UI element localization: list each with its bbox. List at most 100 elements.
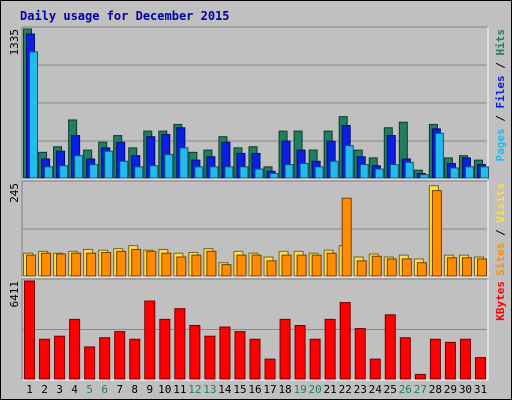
bar-pages-day-16: Pages 16: 80	[254, 168, 264, 179]
bar-sites-day-25: Sites 25: 45	[386, 258, 397, 277]
bar-pages-day-9: Pages 9: 110	[149, 165, 159, 179]
bar-kbytes-day-25: KBytes 25: 4200	[384, 314, 396, 380]
bar-sites-day-1: Sites 1: 55	[26, 254, 37, 277]
legend-separator: /	[494, 223, 507, 243]
bar-sites-day-18: Sites 18: 55	[281, 254, 292, 277]
bar-kbytes-day-23: KBytes 23: 3300	[354, 328, 366, 380]
bar-pages-day-2: Pages 2: 100	[44, 166, 54, 179]
x-tick-day-27: 27	[414, 383, 427, 396]
bar-kbytes-day-24: KBytes 24: 1300	[369, 358, 381, 380]
x-tick-day-24: 24	[369, 383, 383, 396]
x-tick-day-31: 31	[474, 383, 487, 396]
legend-separator: /	[494, 56, 507, 76]
x-tick-day-5: 5	[86, 383, 93, 396]
x-tick-day-30: 30	[459, 383, 472, 396]
x-tick-day-29: 29	[444, 383, 457, 396]
bar-sites-day-20: Sites 20: 55	[311, 254, 322, 277]
bar-pages-day-30: Pages 30: 100	[464, 166, 474, 179]
legend-files: Files	[494, 75, 507, 108]
bar-sites-day-14: Sites 14: 30	[221, 264, 232, 277]
bar-pages-day-20: Pages 20: 100	[314, 166, 324, 179]
x-tick-day-23: 23	[354, 383, 367, 396]
bar-pages-day-28: Pages 28: 400	[434, 132, 444, 179]
bar-sites-day-13: Sites 13: 65	[206, 250, 217, 277]
x-tick-day-3: 3	[56, 383, 63, 396]
bar-kbytes-day-12: KBytes 12: 3500	[189, 324, 201, 380]
bar-kbytes-day-3: KBytes 3: 2800	[54, 335, 66, 380]
bar-sites-day-9: Sites 9: 65	[146, 250, 157, 277]
bar-kbytes-day-20: KBytes 20: 2600	[309, 338, 321, 380]
bar-sites-day-22: Sites 22: 205	[341, 197, 352, 277]
bar-pages-day-18: Pages 18: 120	[284, 164, 294, 179]
y-max-label: 1335	[8, 29, 21, 56]
bar-pages-day-6: Pages 6: 240	[104, 150, 114, 179]
bar-kbytes-day-9: KBytes 9: 5100	[144, 300, 156, 380]
bar-pages-day-11: Pages 11: 270	[179, 147, 189, 179]
bar-sites-day-17: Sites 17: 40	[266, 260, 277, 277]
bar-kbytes-day-15: KBytes 15: 3100	[234, 331, 246, 380]
bar-sites-day-29: Sites 29: 48	[446, 257, 457, 277]
x-tick-day-12: 12	[188, 383, 201, 396]
x-tick-day-2: 2	[41, 383, 48, 396]
x-tick-day-18: 18	[278, 383, 291, 396]
bar-sites-day-24: Sites 24: 52	[371, 255, 382, 277]
bar-pages-day-19: Pages 19: 130	[299, 162, 309, 179]
x-tick-day-26: 26	[399, 383, 412, 396]
x-tick-day-17: 17	[263, 383, 276, 396]
bar-pages-day-26: Pages 26: 140	[404, 161, 414, 179]
x-tick-day-15: 15	[233, 383, 246, 396]
bar-kbytes-day-11: KBytes 11: 4600	[174, 308, 186, 380]
bar-sites-day-21: Sites 21: 60	[326, 252, 337, 277]
bar-pages-day-3: Pages 3: 110	[59, 165, 69, 179]
x-tick-day-19: 19	[293, 383, 306, 396]
bar-sites-day-7: Sites 7: 65	[116, 250, 127, 277]
bar-kbytes-day-27: KBytes 27: 300	[414, 373, 426, 380]
x-tick-day-28: 28	[429, 383, 442, 396]
bar-sites-day-31: Sites 31: 45	[476, 258, 487, 277]
bar-kbytes-day-19: KBytes 19: 3500	[294, 324, 306, 380]
bar-kbytes-day-8: KBytes 8: 2600	[129, 338, 141, 380]
bar-kbytes-day-1: KBytes 1: 6411	[24, 280, 36, 380]
x-tick-day-7: 7	[116, 383, 123, 396]
bar-sites-day-3: Sites 3: 58	[56, 253, 67, 277]
bar-kbytes-day-29: KBytes 29: 2400	[444, 341, 456, 380]
bar-pages-day-12: Pages 12: 100	[194, 166, 204, 179]
bar-sites-day-28: Sites 28: 225	[431, 190, 442, 277]
bar-kbytes-day-10: KBytes 10: 3900	[159, 318, 171, 380]
bar-kbytes-day-13: KBytes 13: 2800	[204, 335, 216, 380]
bar-pages-day-31: Pages 31: 100	[479, 166, 489, 179]
bar-sites-day-30: Sites 30: 48	[461, 257, 472, 277]
bar-pages-day-1: Pages 1: 1130	[29, 51, 39, 179]
bar-kbytes-day-30: KBytes 30: 2600	[459, 338, 471, 380]
bar-sites-day-6: Sites 6: 62	[101, 251, 112, 277]
x-tick-day-22: 22	[339, 383, 352, 396]
legend-sites: Sites	[494, 243, 507, 276]
bar-sites-day-2: Sites 2: 60	[41, 252, 52, 277]
bar-pages-day-27: Pages 27: 30	[419, 174, 429, 179]
bar-sites-day-12: Sites 12: 55	[191, 254, 202, 277]
legend-visits: Visits	[494, 183, 507, 223]
series-legend: KBytes	[494, 281, 507, 321]
bar-pages-day-5: Pages 5: 120	[89, 164, 99, 179]
bar-pages-day-10: Pages 10: 210	[164, 154, 174, 179]
bar-sites-day-27: Sites 27: 35	[416, 262, 427, 277]
bar-kbytes-day-2: KBytes 2: 2600	[39, 338, 51, 380]
x-tick-day-8: 8	[131, 383, 138, 396]
legend-pages: Pages	[494, 128, 507, 161]
x-tick-day-10: 10	[158, 383, 171, 396]
bar-sites-day-5: Sites 5: 60	[86, 252, 97, 277]
x-tick-day-20: 20	[309, 383, 322, 396]
x-tick-day-1: 1	[26, 383, 33, 396]
bar-pages-day-17: Pages 17: 40	[269, 173, 279, 179]
x-tick-day-4: 4	[71, 383, 78, 396]
x-tick-day-6: 6	[101, 383, 108, 396]
bar-sites-day-8: Sites 8: 70	[131, 248, 142, 277]
series-legend: Sites / Visits	[494, 183, 507, 276]
bar-pages-day-21: Pages 21: 150	[329, 160, 339, 179]
x-tick-day-11: 11	[173, 383, 186, 396]
bar-pages-day-13: Pages 13: 100	[209, 166, 219, 179]
bar-kbytes-day-28: KBytes 28: 2600	[429, 338, 441, 380]
